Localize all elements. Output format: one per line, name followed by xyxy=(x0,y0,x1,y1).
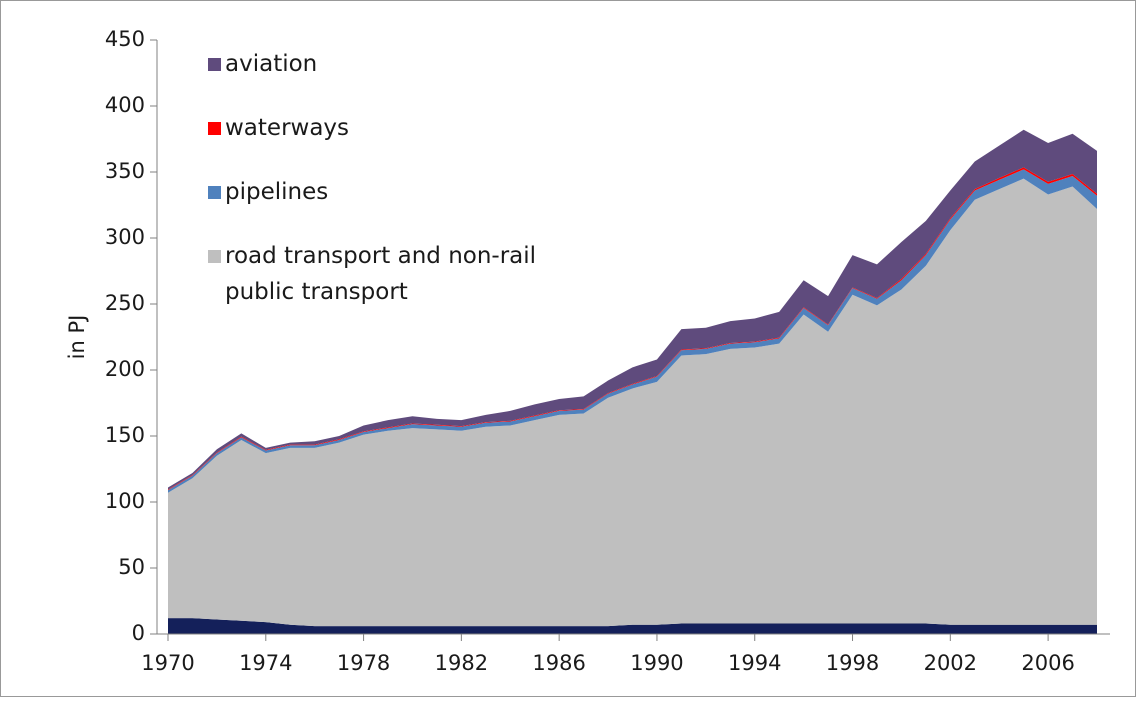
x-tick-label: 1982 xyxy=(435,651,488,675)
y-tick-label: 400 xyxy=(105,93,145,117)
legend-label: road transport and non-rail public trans… xyxy=(225,243,537,305)
x-tick-label: 2006 xyxy=(1021,651,1074,675)
y-tick-label: 250 xyxy=(105,291,145,315)
x-tick-label: 2002 xyxy=(924,651,977,675)
y-tick-label: 100 xyxy=(105,489,145,513)
legend-item: waterways xyxy=(208,110,548,146)
legend-swatch xyxy=(208,250,221,263)
legend-item: pipelines xyxy=(208,174,548,210)
x-tick-label: 1998 xyxy=(826,651,879,675)
x-tick-label: 1970 xyxy=(141,651,194,675)
x-tick-label: 1994 xyxy=(728,651,781,675)
x-tick-label: 1978 xyxy=(337,651,390,675)
area xyxy=(168,129,1097,490)
legend-item: aviation xyxy=(208,46,548,82)
legend-item: road transport and non-rail public trans… xyxy=(208,238,548,310)
y-tick-label: 450 xyxy=(105,27,145,51)
area xyxy=(168,178,1097,627)
legend-label: aviation xyxy=(225,51,318,77)
y-tick-label: 0 xyxy=(132,621,145,645)
y-tick-label: 300 xyxy=(105,225,145,249)
y-tick-label: 200 xyxy=(105,357,145,381)
x-tick-label: 1986 xyxy=(532,651,585,675)
x-tick-label: 1990 xyxy=(630,651,683,675)
area xyxy=(168,618,1097,634)
y-tick-label: 350 xyxy=(105,159,145,183)
x-tick-label: 1974 xyxy=(239,651,292,675)
y-tick-label: 150 xyxy=(105,423,145,447)
legend-swatch xyxy=(208,122,221,135)
legend-swatch xyxy=(208,58,221,71)
y-tick-label: 50 xyxy=(118,555,145,579)
legend-label: waterways xyxy=(225,115,350,141)
legend-swatch xyxy=(208,186,221,199)
legend-label: pipelines xyxy=(225,179,329,205)
legend: aviation waterways pipelines road transport… xyxy=(208,46,548,338)
y-axis-label: in PJ xyxy=(65,315,89,360)
